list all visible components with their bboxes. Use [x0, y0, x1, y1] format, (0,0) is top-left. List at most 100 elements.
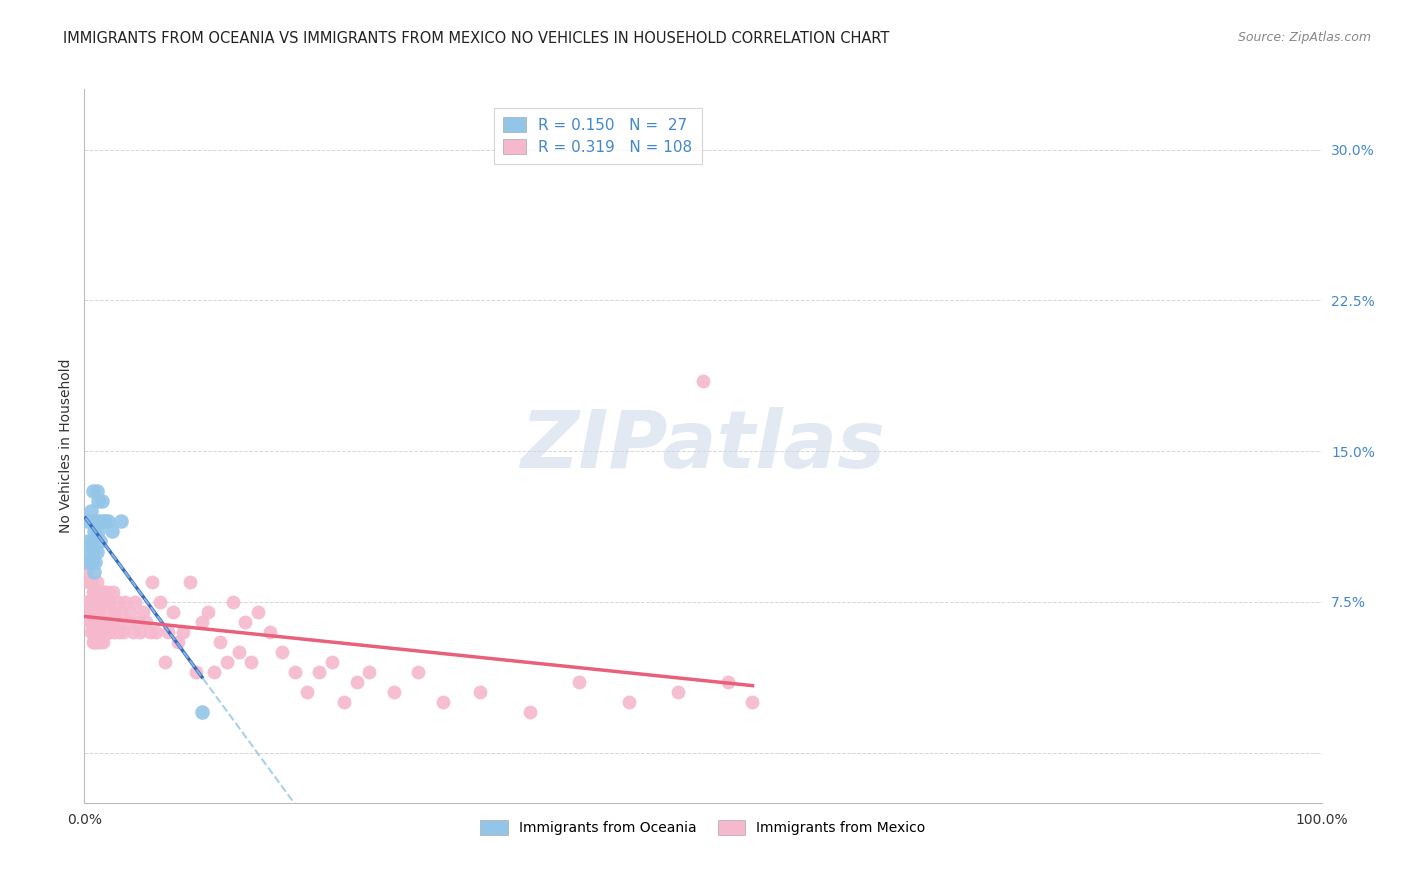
Point	[79, 624, 101, 639]
Point	[141, 574, 163, 589]
Point	[470, 685, 492, 699]
Point	[83, 565, 105, 579]
Point	[94, 515, 117, 529]
Point	[692, 374, 714, 388]
Point	[246, 605, 269, 619]
Point	[91, 515, 114, 529]
Point	[89, 595, 111, 609]
Point	[77, 605, 100, 619]
Point	[82, 615, 104, 629]
Point	[153, 655, 176, 669]
Point	[191, 706, 214, 720]
Point	[184, 665, 207, 680]
Point	[87, 584, 110, 599]
Point	[179, 574, 201, 589]
Point	[90, 624, 112, 639]
Point	[83, 615, 105, 629]
Text: Source: ZipAtlas.com: Source: ZipAtlas.com	[1237, 31, 1371, 45]
Point	[284, 665, 307, 680]
Point	[129, 624, 152, 639]
Point	[79, 605, 101, 619]
Point	[93, 595, 115, 609]
Point	[321, 655, 343, 669]
Point	[145, 624, 167, 639]
Point	[91, 584, 114, 599]
Point	[80, 595, 103, 609]
Point	[87, 494, 110, 508]
Point	[90, 494, 112, 508]
Point	[105, 615, 128, 629]
Point	[89, 534, 111, 549]
Point	[80, 534, 103, 549]
Point	[84, 615, 107, 629]
Point	[82, 584, 104, 599]
Point	[80, 615, 103, 629]
Point	[86, 605, 108, 619]
Point	[240, 655, 263, 669]
Point	[98, 595, 121, 609]
Point	[110, 515, 132, 529]
Point	[86, 484, 108, 499]
Point	[89, 584, 111, 599]
Point	[228, 645, 250, 659]
Point	[191, 615, 214, 629]
Point	[87, 624, 110, 639]
Point	[120, 605, 142, 619]
Point	[271, 645, 294, 659]
Point	[222, 595, 245, 609]
Point	[202, 665, 225, 680]
Point	[82, 484, 104, 499]
Point	[82, 635, 104, 649]
Point	[89, 615, 111, 629]
Point	[91, 615, 114, 629]
Point	[717, 675, 740, 690]
Point	[79, 544, 101, 558]
Point	[131, 605, 153, 619]
Point	[91, 635, 114, 649]
Point	[76, 515, 98, 529]
Point	[172, 624, 194, 639]
Point	[96, 595, 118, 609]
Point	[124, 595, 146, 609]
Point	[86, 574, 108, 589]
Point	[149, 595, 172, 609]
Legend: Immigrants from Oceania, Immigrants from Mexico: Immigrants from Oceania, Immigrants from…	[474, 814, 932, 842]
Point	[83, 524, 105, 539]
Point	[86, 635, 108, 649]
Point	[79, 615, 101, 629]
Point	[87, 524, 110, 539]
Point	[84, 515, 107, 529]
Point	[79, 574, 101, 589]
Point	[97, 584, 120, 599]
Point	[104, 605, 127, 619]
Point	[139, 624, 162, 639]
Point	[209, 635, 232, 649]
Point	[96, 624, 118, 639]
Point	[157, 624, 180, 639]
Point	[568, 675, 591, 690]
Point	[75, 555, 97, 569]
Point	[80, 624, 103, 639]
Point	[107, 595, 129, 609]
Point	[100, 615, 122, 629]
Point	[167, 635, 190, 649]
Text: IMMIGRANTS FROM OCEANIA VS IMMIGRANTS FROM MEXICO NO VEHICLES IN HOUSEHOLD CORRE: IMMIGRANTS FROM OCEANIA VS IMMIGRANTS FR…	[63, 31, 890, 46]
Point	[103, 624, 125, 639]
Point	[432, 695, 454, 709]
Point	[82, 544, 104, 558]
Point	[94, 615, 117, 629]
Y-axis label: No Vehicles in Household: No Vehicles in Household	[59, 359, 73, 533]
Point	[84, 555, 107, 569]
Point	[79, 595, 101, 609]
Point	[80, 555, 103, 569]
Point	[666, 685, 689, 699]
Point	[89, 615, 111, 629]
Point	[162, 605, 184, 619]
Point	[117, 615, 139, 629]
Point	[90, 595, 112, 609]
Point	[94, 584, 117, 599]
Point	[308, 665, 330, 680]
Point	[346, 675, 368, 690]
Point	[76, 565, 98, 579]
Point	[110, 605, 132, 619]
